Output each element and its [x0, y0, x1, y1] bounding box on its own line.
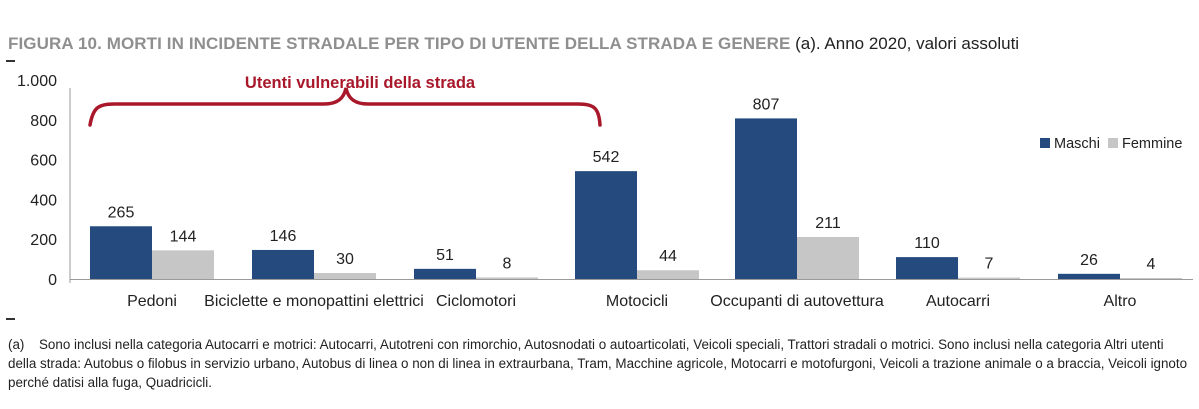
legend-label-maschi: Maschi: [1054, 136, 1100, 152]
bar-maschi: [90, 226, 152, 279]
bar-maschi: [252, 249, 314, 279]
category-label: Altro: [1104, 293, 1137, 310]
data-label: 110: [914, 235, 940, 252]
data-label: 44: [659, 248, 677, 265]
bar-maschi: [575, 171, 637, 279]
figure-title: FIGURA 10. MORTI IN INCIDENTE STRADALE P…: [8, 34, 1019, 54]
data-label: 7: [985, 256, 994, 273]
legend-swatch-femmine: [1108, 138, 1118, 148]
category-label: Ciclomotori: [436, 293, 516, 310]
bar-chart: 0 200 400 600 800 1.000 265 146 51 542 807 110 26 144…: [17, 73, 1193, 310]
category-label: Motocicli: [606, 293, 668, 310]
data-label: 30: [336, 251, 354, 268]
y-tick-label: 600: [30, 153, 57, 170]
data-label: 8: [503, 255, 512, 272]
y-tick-label: 800: [30, 113, 57, 130]
data-label: 4: [1147, 256, 1156, 273]
footnote: (a) Sono inclusi nella categoria Autocarr…: [8, 335, 1193, 392]
bar-femmine: [958, 277, 1020, 279]
y-tick-label: 400: [30, 192, 57, 209]
data-label: 807: [753, 96, 780, 113]
bar-maschi: [735, 118, 797, 279]
category-label: Biciclette e monopattini elettrici: [204, 293, 424, 310]
data-label: 265: [108, 204, 135, 221]
footnote-marker: (a): [8, 337, 25, 352]
legend-swatch-maschi: [1040, 138, 1050, 148]
top-tick-mark: [6, 60, 15, 62]
y-tick-label: 200: [30, 232, 57, 249]
bar-maschi: [896, 257, 958, 279]
bar-maschi: [414, 268, 476, 279]
bar-femmine: [637, 270, 699, 279]
bar-maschi: [1058, 273, 1120, 279]
bottom-tick-mark: [6, 318, 15, 320]
data-label: 211: [815, 215, 841, 232]
legend-label-femmine: Femmine: [1122, 136, 1182, 152]
data-label: 146: [270, 228, 297, 245]
data-label: 51: [436, 247, 454, 264]
data-label: 542: [593, 149, 620, 166]
y-tick-label: 1.000: [17, 73, 57, 90]
y-tick-label: 0: [48, 272, 57, 289]
figure-title-main: FIGURA 10. MORTI IN INCIDENTE STRADALE P…: [8, 34, 791, 53]
bar-femmine: [1120, 278, 1182, 279]
category-label: Autocarri: [926, 293, 990, 310]
bar-femmine: [797, 237, 859, 279]
footnote-text: Sono inclusi nella categoria Autocarri e…: [8, 337, 1188, 390]
bar-femmine: [476, 277, 538, 279]
annotation-label: Utenti vulnerabili della strada: [245, 74, 476, 92]
annotation-brace: [88, 87, 602, 127]
bar-femmine: [314, 273, 376, 279]
data-label: 144: [170, 228, 197, 245]
category-label: Occupanti di autovettura: [710, 293, 884, 310]
data-label: 26: [1080, 252, 1098, 269]
figure-title-subtitle: (a). Anno 2020, valori assoluti: [790, 34, 1020, 53]
category-label: Pedoni: [127, 293, 177, 310]
bar-femmine: [152, 250, 214, 279]
